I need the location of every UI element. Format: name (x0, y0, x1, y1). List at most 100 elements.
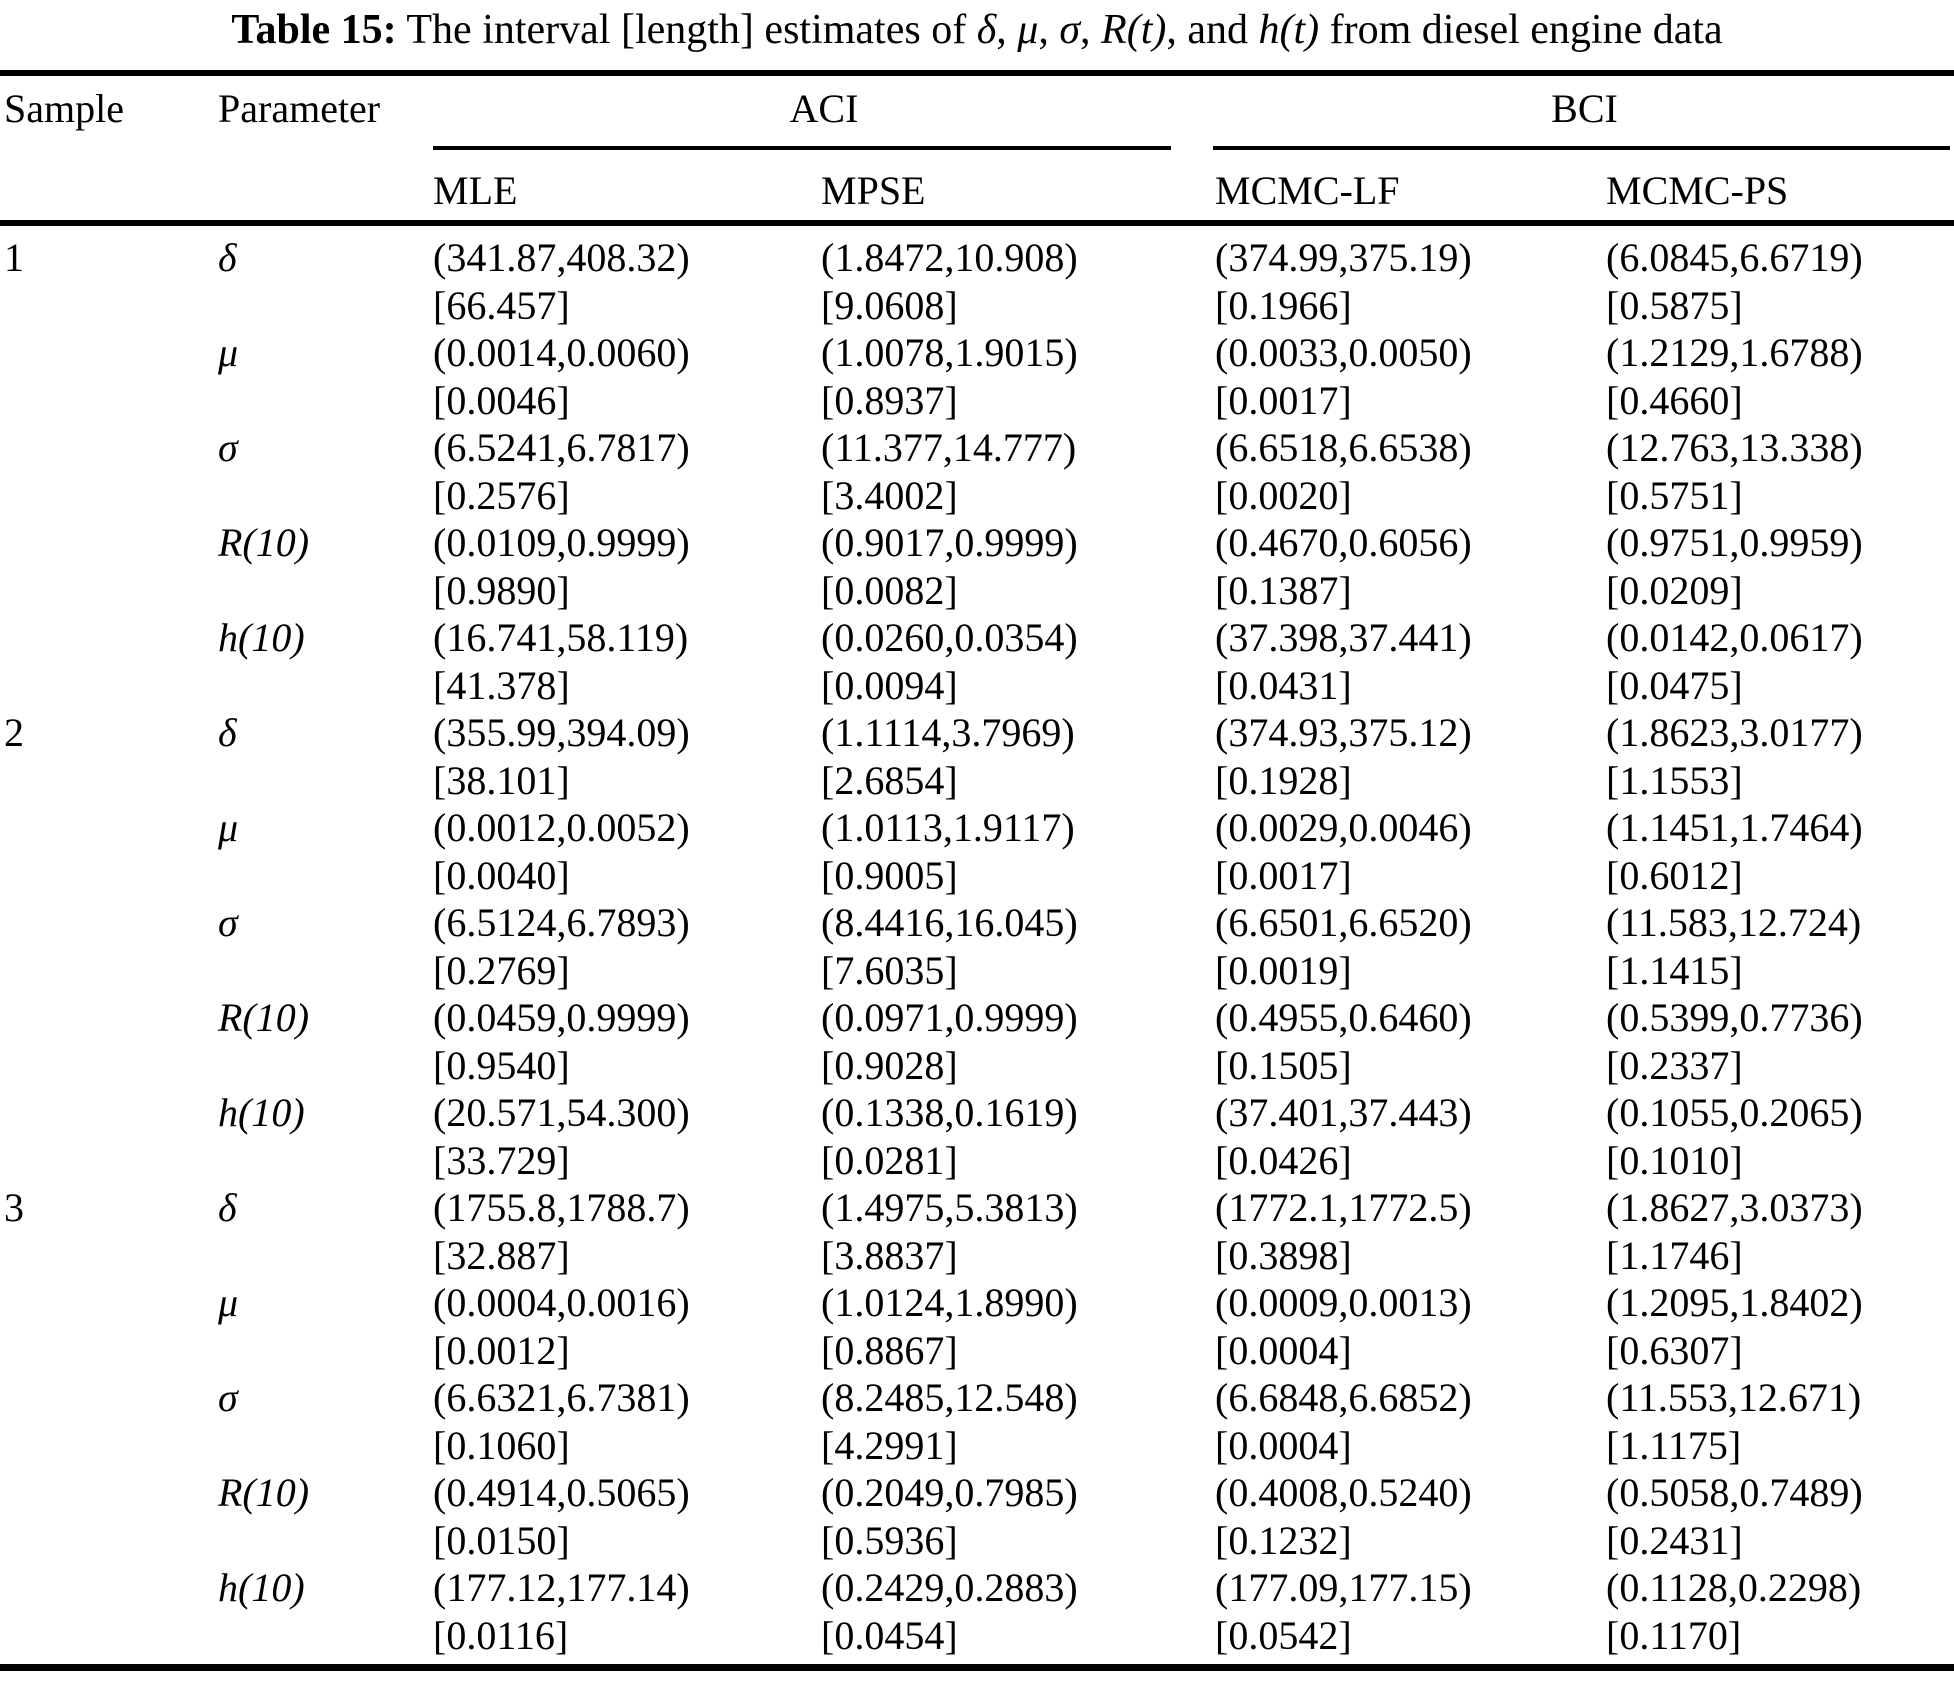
interval-value: (6.6848,6.6852) (1215, 1375, 1472, 1420)
table-row: R(10) (0.4914,0.5065) [0.0150] (0.2049,0… (0, 1469, 1954, 1564)
interval-value: (0.4670,0.6056) (1215, 520, 1472, 565)
mpse-cell: (1.0113,1.9117) [0.9005] (821, 804, 1215, 899)
mle-cell: (177.12,177.14) [0.0116] (433, 1564, 821, 1659)
mcmc-ps-cell: (0.9751,0.9959) [0.0209] (1606, 519, 1954, 614)
mcmc-ps-cell: (0.0142,0.0617) [0.0475] (1606, 614, 1954, 709)
mcmc-lf-cell: (374.93,375.12) [0.1928] (1215, 709, 1606, 804)
length-value: [0.1010] (1606, 1137, 1743, 1183)
sample-number (0, 1469, 218, 1564)
table-row: R(10) (0.0109,0.9999) [0.9890] (0.9017,0… (0, 519, 1954, 614)
length-value: [38.101] (433, 757, 570, 803)
interval-value: (12.763,13.338) (1606, 425, 1863, 470)
mcmc-lf-cell: (1772.1,1772.5) [0.3898] (1215, 1184, 1606, 1279)
mcmc-lf-cell: (6.6501,6.6520) [0.0019] (1215, 899, 1606, 994)
parameter-label: R(10) (218, 1470, 310, 1515)
length-value: [0.0082] (821, 567, 958, 613)
mcmc-lf-cell: (6.6848,6.6852) [0.0004] (1215, 1374, 1606, 1469)
parameter-label: R(10) (218, 520, 310, 565)
parameter-label: h(10) (218, 1090, 305, 1135)
header-mcmc-lf: MCMC-LF (1215, 168, 1400, 213)
mcmc-ps-cell: (11.553,12.671) [1.1175] (1606, 1374, 1954, 1469)
mcmc-ps-cell: (11.583,12.724) [1.1415] (1606, 899, 1954, 994)
interval-value: (37.398,37.441) (1215, 615, 1472, 660)
mpse-cell: (0.0971,0.9999) [0.9028] (821, 994, 1215, 1089)
table-caption-label: Table 15: (231, 7, 397, 53)
table-row: σ (6.5241,6.7817) [0.2576] (11.377,14.77… (0, 424, 1954, 519)
length-value: [0.2337] (1606, 1042, 1743, 1088)
length-value: [0.1232] (1215, 1517, 1352, 1563)
mcmc-ps-cell: (1.2095,1.8402) [0.6307] (1606, 1279, 1954, 1374)
mpse-cell: (0.2429,0.2883) [0.0454] (821, 1564, 1215, 1659)
header-group-bci: BCI (1551, 86, 1618, 131)
mpse-cell: (1.4975,5.3813) [3.8837] (821, 1184, 1215, 1279)
mle-cell: (16.741,58.119) [41.378] (433, 614, 821, 709)
sample-number (0, 994, 218, 1089)
caption-symbol-sigma: σ (1059, 7, 1081, 53)
interval-value: (0.4914,0.5065) (433, 1470, 690, 1515)
header-mcmc-ps: MCMC-PS (1606, 168, 1789, 213)
table-row: h(10) (20.571,54.300) [33.729] (0.1338,0… (0, 1089, 1954, 1184)
length-value: [0.6012] (1606, 852, 1743, 898)
table-row: 1 δ (341.87,408.32) [66.457] (1.8472,10.… (0, 234, 1954, 329)
interval-value: (1.0113,1.9117) (821, 805, 1075, 850)
sample-number (0, 1089, 218, 1184)
interval-value: (1.0124,1.8990) (821, 1280, 1078, 1325)
table-row: R(10) (0.0459,0.9999) [0.9540] (0.0971,0… (0, 994, 1954, 1089)
length-value: [0.6307] (1606, 1327, 1743, 1373)
length-value: [0.9028] (821, 1042, 958, 1088)
mcmc-ps-cell: (6.0845,6.6719) [0.5875] (1606, 234, 1954, 329)
length-value: [0.0004] (1215, 1422, 1352, 1468)
table-row: σ (6.6321,6.7381) [0.1060] (8.2485,12.54… (0, 1374, 1954, 1469)
length-value: [0.5751] (1606, 472, 1743, 518)
mcmc-ps-cell: (1.2129,1.6788) [0.4660] (1606, 329, 1954, 424)
mcmc-lf-cell: (6.6518,6.6538) [0.0020] (1215, 424, 1606, 519)
sample-number: 1 (4, 235, 24, 280)
mcmc-lf-cell: (0.0009,0.0013) [0.0004] (1215, 1279, 1606, 1374)
caption-symbol-mu: μ (1017, 7, 1039, 53)
length-value: [0.1170] (1606, 1612, 1742, 1658)
mcmc-ps-cell: (0.1055,0.2065) [0.1010] (1606, 1089, 1954, 1184)
interval-value: (6.5241,6.7817) (433, 425, 690, 470)
interval-value: (11.553,12.671) (1606, 1375, 1862, 1420)
mle-cell: (341.87,408.32) [66.457] (433, 234, 821, 329)
interval-value: (0.0459,0.9999) (433, 995, 690, 1040)
length-value: [41.378] (433, 662, 570, 708)
length-value: [0.1966] (1215, 282, 1352, 328)
length-value: [0.0150] (433, 1517, 570, 1563)
table-row: h(10) (177.12,177.14) [0.0116] (0.2429,0… (0, 1564, 1954, 1659)
length-value: [0.0542] (1215, 1612, 1352, 1658)
interval-value: (1.8472,10.908) (821, 235, 1078, 280)
header-mpse: MPSE (821, 168, 926, 213)
aci-group-rule (433, 146, 1171, 150)
length-value: [0.5936] (821, 1517, 958, 1563)
interval-value: (1.4975,5.3813) (821, 1185, 1078, 1230)
sample-number (0, 1374, 218, 1469)
interval-value: (177.12,177.14) (433, 1565, 690, 1610)
interval-value: (374.99,375.19) (1215, 235, 1472, 280)
interval-value: (1.1451,1.7464) (1606, 805, 1863, 850)
interval-value: (0.0014,0.0060) (433, 330, 690, 375)
length-value: [0.0281] (821, 1137, 958, 1183)
parameter-label: h(10) (218, 1565, 305, 1610)
interval-value: (0.0142,0.0617) (1606, 615, 1863, 660)
interval-value: (0.0029,0.0046) (1215, 805, 1472, 850)
interval-value: (1.0078,1.9015) (821, 330, 1078, 375)
interval-value: (6.0845,6.6719) (1606, 235, 1863, 280)
sample-number (0, 1564, 218, 1659)
length-value: [0.8937] (821, 377, 958, 423)
mle-cell: (6.6321,6.7381) [0.1060] (433, 1374, 821, 1469)
length-value: [0.4660] (1606, 377, 1743, 423)
interval-value: (37.401,37.443) (1215, 1090, 1472, 1135)
sample-number: 2 (4, 710, 24, 755)
sample-number (0, 614, 218, 709)
interval-value: (8.2485,12.548) (821, 1375, 1078, 1420)
table-row: μ (0.0014,0.0060) [0.0046] (1.0078,1.901… (0, 329, 1954, 424)
interval-value: (6.6501,6.6520) (1215, 900, 1472, 945)
length-value: [2.6854] (821, 757, 958, 803)
caption-text-5: , and (1166, 7, 1259, 53)
mcmc-lf-cell: (0.4008,0.5240) [0.1232] (1215, 1469, 1606, 1564)
length-value: [0.1928] (1215, 757, 1352, 803)
length-value: [1.1553] (1606, 757, 1743, 803)
mcmc-lf-cell: (0.4955,0.6460) [0.1505] (1215, 994, 1606, 1089)
length-value: [0.9005] (821, 852, 958, 898)
